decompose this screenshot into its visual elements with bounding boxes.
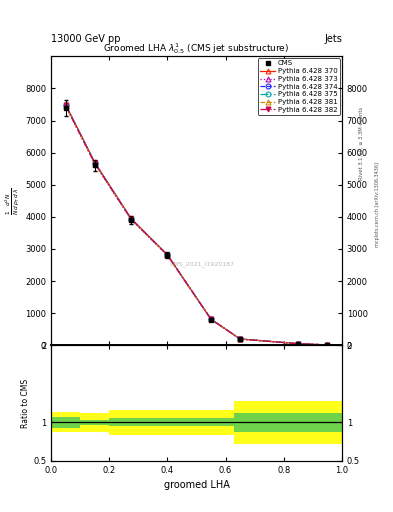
Legend: CMS, Pythia 6.428 370, Pythia 6.428 373, Pythia 6.428 374, Pythia 6.428 375, Pyt: CMS, Pythia 6.428 370, Pythia 6.428 373,… <box>258 58 340 115</box>
Text: CMS_2021_I1920187: CMS_2021_I1920187 <box>170 262 235 267</box>
Y-axis label: Ratio to CMS: Ratio to CMS <box>21 378 30 428</box>
Text: 13000 GeV pp: 13000 GeV pp <box>51 33 121 44</box>
Y-axis label: $\frac{1}{N}\frac{d^{2}N}{d\,p_T\,d\,\lambda}$: $\frac{1}{N}\frac{d^{2}N}{d\,p_T\,d\,\la… <box>4 187 22 215</box>
Text: Jets: Jets <box>324 33 342 44</box>
X-axis label: groomed LHA: groomed LHA <box>163 480 230 490</box>
Title: Groomed LHA $\lambda^{1}_{0.5}$ (CMS jet substructure): Groomed LHA $\lambda^{1}_{0.5}$ (CMS jet… <box>103 41 290 56</box>
Text: mcplots.cern.ch [arXiv:1306.3436]: mcplots.cern.ch [arXiv:1306.3436] <box>375 162 380 247</box>
Text: Rivet 3.1.10, ≥ 3.3M events: Rivet 3.1.10, ≥ 3.3M events <box>359 106 364 180</box>
